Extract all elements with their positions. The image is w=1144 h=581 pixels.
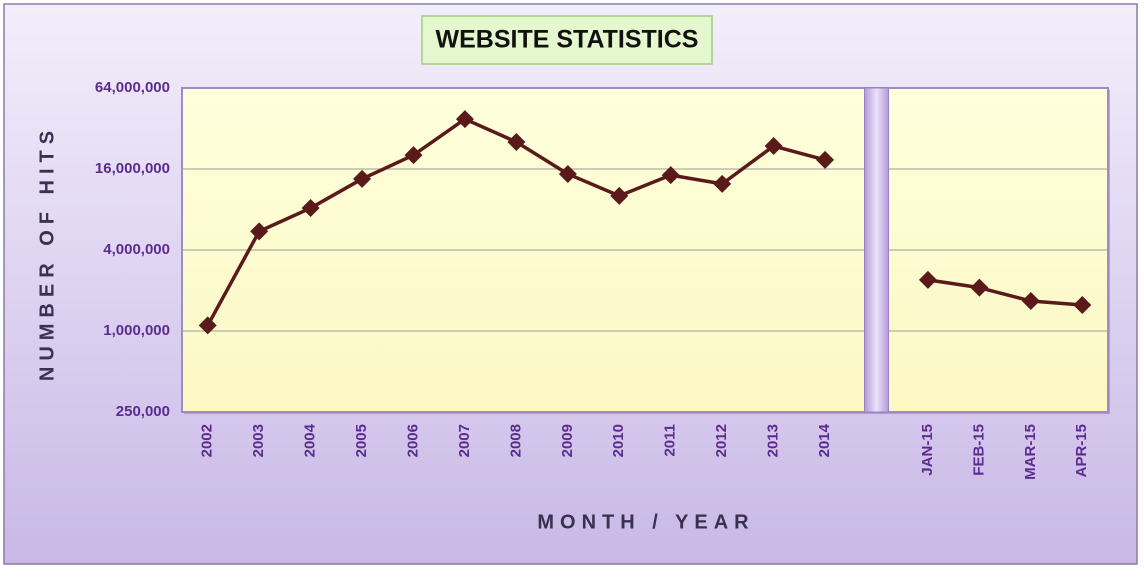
y-tick-label: 1,000,000 xyxy=(103,322,170,339)
marker xyxy=(250,222,269,241)
marker xyxy=(558,164,577,183)
marker xyxy=(198,316,217,335)
marker xyxy=(713,174,732,193)
x-tick-label: 2009 xyxy=(559,424,576,457)
marker xyxy=(764,137,783,156)
y-tick-label: 16,000,000 xyxy=(95,160,170,177)
y-axis-label: NUMBER OF HITS xyxy=(36,125,58,381)
x-tick-label: 2004 xyxy=(302,423,319,457)
marker xyxy=(661,166,680,185)
marker xyxy=(610,186,629,205)
y-tick-label: 250,000 xyxy=(116,403,170,420)
chart-title: WEBSITE STATISTICS xyxy=(436,26,699,54)
marker xyxy=(353,169,372,188)
x-tick-label: 2002 xyxy=(199,424,216,457)
marker xyxy=(301,199,320,218)
marker xyxy=(816,150,835,169)
marker xyxy=(1021,292,1040,311)
marker xyxy=(918,270,937,289)
marker xyxy=(404,146,423,165)
x-tick-label: 2012 xyxy=(713,424,730,457)
marker xyxy=(455,110,474,129)
x-tick-label: 2014 xyxy=(816,423,833,457)
x-tick-label: 2010 xyxy=(610,424,627,457)
x-tick-label: 2008 xyxy=(507,424,524,457)
x-tick-label: 2011 xyxy=(662,424,679,457)
x-tick-label: 2013 xyxy=(765,424,782,457)
x-tick-label: MAR-15 xyxy=(1022,424,1039,480)
y-tick-label: 64,000,000 xyxy=(95,79,170,96)
x-tick-label: 2003 xyxy=(250,424,267,457)
title-box xyxy=(421,15,713,65)
x-tick-label: JAN-15 xyxy=(919,424,936,476)
x-tick-label: 2005 xyxy=(353,424,370,457)
x-axis-label: MONTH / YEAR xyxy=(537,511,754,533)
x-tick-label: 2007 xyxy=(456,424,473,457)
marker xyxy=(970,278,989,297)
marker xyxy=(507,132,526,151)
x-tick-label: 2006 xyxy=(404,424,421,457)
separator xyxy=(864,87,889,413)
x-tick-label: APR-15 xyxy=(1073,424,1090,477)
y-tick-label: 4,000,000 xyxy=(103,241,170,258)
marker xyxy=(1073,296,1092,315)
x-tick-label: FEB-15 xyxy=(970,424,987,476)
